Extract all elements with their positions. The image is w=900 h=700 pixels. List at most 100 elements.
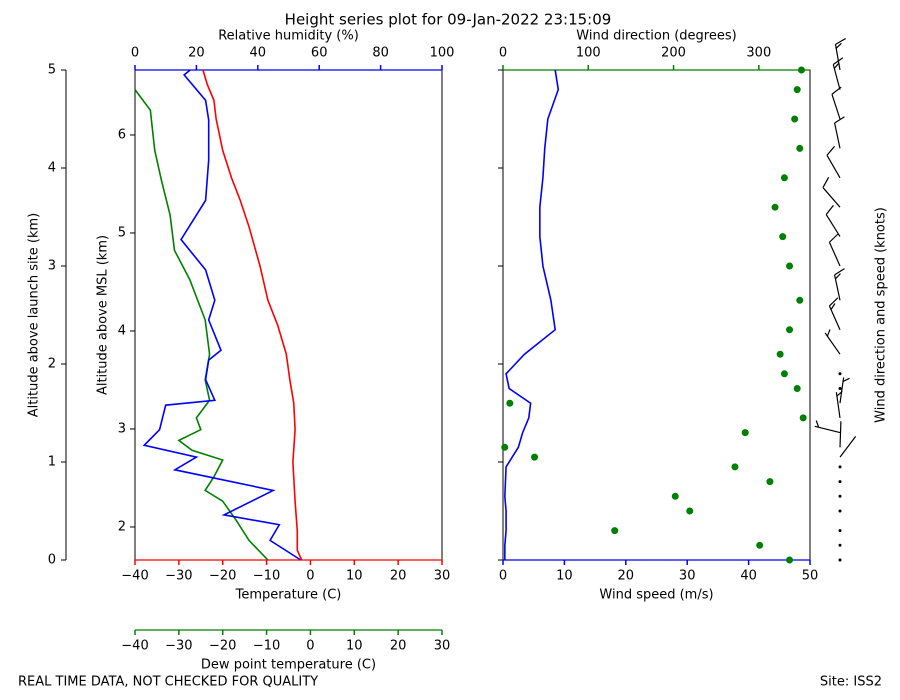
barb-feather xyxy=(834,273,841,280)
wind-direction-tick-label: 200 xyxy=(661,46,686,61)
wind-barb xyxy=(825,204,841,237)
dewpoint-tick-label: −20 xyxy=(209,639,236,654)
humidity-tick-label: 0 xyxy=(131,46,139,61)
footer-note: REAL TIME DATA, NOT CHECKED FOR QUALITY xyxy=(18,675,318,690)
y-tick-label: 4 xyxy=(48,161,56,176)
dewpoint-tick-label: 0 xyxy=(306,639,314,654)
wind-barb xyxy=(838,387,842,390)
temperature-tick-label: −30 xyxy=(165,569,192,584)
site-label: Site: ISS2 xyxy=(820,675,882,690)
dewpoint-line xyxy=(134,89,269,561)
barb-staff xyxy=(828,305,841,330)
wind-direction-dot xyxy=(786,262,794,270)
plot-frame xyxy=(134,69,443,561)
wind-speed-line xyxy=(504,69,560,560)
chart-title: Height series plot for 09-Jan-2022 23:15… xyxy=(285,11,612,29)
wind-direction-dot xyxy=(501,443,509,451)
barb-feather xyxy=(826,145,835,156)
y-tick-label: 0 xyxy=(48,553,56,568)
barb-feather xyxy=(829,297,839,307)
y-tick-label: 5 xyxy=(48,63,56,78)
barb-staff xyxy=(839,377,845,404)
barb-staff xyxy=(834,274,841,301)
y-axis-label: Altitude above launch site (km) xyxy=(27,213,42,417)
wind-barb xyxy=(839,377,850,404)
barb-feather xyxy=(833,62,840,69)
wind-direction-dot xyxy=(686,507,694,515)
humidity-tick-label: 40 xyxy=(250,46,267,61)
barb-calm xyxy=(838,494,842,498)
temperature-tick-label: −10 xyxy=(253,569,280,584)
barb-staff xyxy=(828,242,841,267)
barb-staff xyxy=(834,44,841,71)
barb-feather xyxy=(826,329,831,337)
wind-speed-tick-label: 0 xyxy=(499,569,507,584)
wind-direction-dot xyxy=(780,370,788,378)
wind-barb xyxy=(828,233,841,267)
y-tick-label: 3 xyxy=(48,259,56,274)
wind-speed-tick-label: 50 xyxy=(802,569,819,584)
wind-direction-dot xyxy=(671,492,679,500)
wind-direction-dot xyxy=(793,86,801,94)
wind-direction-dot xyxy=(779,233,787,241)
y-msl-tick-label: 5 xyxy=(118,225,126,240)
temperature-axis-label: Temperature (C) xyxy=(235,588,342,603)
barb-staff xyxy=(832,64,841,90)
barb-staff xyxy=(822,187,841,208)
wind-barb xyxy=(838,509,842,513)
temperature-tick-label: −20 xyxy=(209,569,236,584)
dewpoint-axis-label: Dew point temperature (C) xyxy=(201,658,376,673)
wind-direction-tick-label: 300 xyxy=(746,46,771,61)
dewpoint-tick-label: −40 xyxy=(121,639,148,654)
dewpoint-tick-label: −10 xyxy=(253,639,280,654)
y-tick-label: 1 xyxy=(48,455,56,470)
wind-direction-dot xyxy=(780,174,788,182)
wind-speed-tick-label: 40 xyxy=(740,569,757,584)
barb-staff xyxy=(834,122,841,149)
wind-speed-tick-label: 20 xyxy=(618,569,635,584)
temperature-tick-label: −40 xyxy=(121,569,148,584)
wind-direction-dot xyxy=(776,350,784,358)
barb-feather xyxy=(822,177,830,188)
wind-direction-dot xyxy=(796,144,804,152)
wind-barb xyxy=(838,558,842,562)
dewpoint-tick-label: −30 xyxy=(165,639,192,654)
barb-staff xyxy=(835,392,841,418)
wind-barb xyxy=(834,38,846,71)
barb-feather xyxy=(829,233,839,243)
wind-barb xyxy=(824,329,841,355)
barb-calm xyxy=(838,480,842,484)
wind-barb xyxy=(814,420,841,434)
barb-staff xyxy=(825,214,841,237)
wind-barb xyxy=(832,57,844,90)
wind-direction-dot xyxy=(796,296,804,304)
humidity-tick-label: 100 xyxy=(430,46,455,61)
wind-direction-dot xyxy=(786,556,794,564)
wind-barb xyxy=(839,435,857,458)
wind-barb xyxy=(838,529,842,533)
barb-feather xyxy=(835,42,842,49)
wind-barb xyxy=(828,297,841,330)
wind-direction-dot xyxy=(793,385,801,392)
wind-speed-tick-label: 30 xyxy=(679,569,696,584)
barb-staff xyxy=(839,435,857,458)
wind-barb xyxy=(822,177,841,208)
humidity-line xyxy=(142,69,302,561)
barb-staff xyxy=(831,94,841,120)
barb-staff xyxy=(814,425,841,434)
temperature-tick-label: 30 xyxy=(434,569,451,584)
wind-speed-tick-label: 10 xyxy=(556,569,573,584)
wind-barb xyxy=(838,543,842,547)
y-msl-tick-label: 4 xyxy=(118,323,126,338)
barb-calm xyxy=(838,465,842,469)
wind-barb xyxy=(834,268,845,301)
barb-calm xyxy=(838,543,842,547)
barb-axis-label: Wind direction and speed (knots) xyxy=(874,207,889,423)
barb-feather xyxy=(835,38,846,45)
wind-direction-dot xyxy=(731,463,739,471)
temperature-tick-label: 20 xyxy=(390,569,407,584)
plot-frame xyxy=(502,69,811,561)
temperature-tick-label: 0 xyxy=(306,569,314,584)
y-tick-label: 2 xyxy=(48,357,56,372)
